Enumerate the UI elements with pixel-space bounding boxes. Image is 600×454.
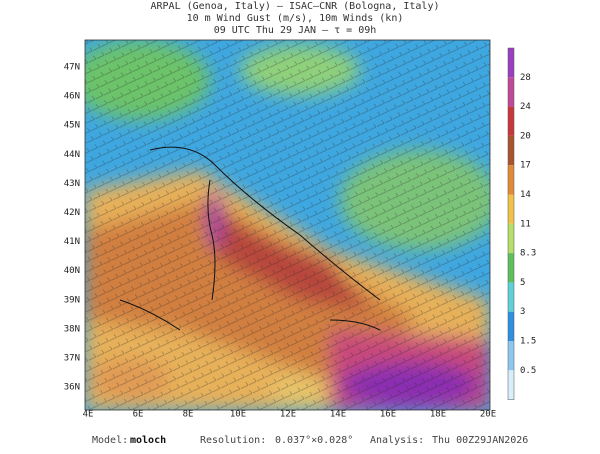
- colorbar-tick-label: 24: [520, 102, 531, 112]
- lat-label: 43N: [64, 179, 80, 189]
- colorbar-tick-label: 11: [520, 219, 531, 229]
- lon-label: 14E: [330, 410, 346, 420]
- lat-label: 39N: [64, 295, 80, 305]
- colorbar-tick-label: 3: [520, 307, 525, 317]
- colorbar-tick-label: 17: [520, 161, 531, 171]
- colorbar-segment: [508, 223, 514, 254]
- colorbar: 28 24 20 17 14 11 8.3 5 3 1.5 0.5: [507, 47, 536, 400]
- colorbar-segment: [508, 253, 514, 283]
- header: ARPAL (Genoa, Italy) – ISAC–CNR (Bologna…: [151, 1, 440, 36]
- lat-label: 45N: [64, 121, 80, 131]
- map-frame: [84, 39, 491, 411]
- lon-label: 8E: [183, 410, 194, 420]
- lon-label: 20E: [480, 410, 496, 420]
- lat-labels: 47N 46N 45N 44N 43N 42N 41N 40N 39N 38N 37N 36N: [64, 63, 80, 393]
- header-line: 09 UTC Thu 29 JAN – τ = 09h: [214, 25, 377, 36]
- colorbar-segment: [508, 77, 514, 107]
- colorbar-segment: [508, 48, 514, 78]
- lon-label: 6E: [133, 410, 144, 420]
- footer-label: Analysis:: [370, 435, 424, 446]
- lat-label: 46N: [64, 92, 80, 102]
- colorbar-tick-label: 1.5: [520, 337, 536, 347]
- header-line: 10 m Wind Gust (m/s), 10m Winds (kn): [187, 13, 404, 24]
- colorbar-frame: [507, 47, 515, 400]
- lon-label: 10E: [230, 410, 246, 420]
- footer-value: 0.037°×0.028°: [275, 435, 353, 446]
- footer-label: Model:: [92, 435, 128, 446]
- lon-label: 18E: [430, 410, 446, 420]
- footer-value: moloch: [130, 435, 166, 446]
- colorbar-tick-label: 28: [520, 73, 531, 83]
- lat-label: 38N: [64, 324, 80, 334]
- colorbar-tick-label: 20: [520, 131, 531, 141]
- lat-label: 37N: [64, 354, 80, 364]
- footer-value: Thu 00Z29JAN2026: [432, 435, 528, 446]
- lat-label: 40N: [64, 266, 80, 276]
- colorbar-segment: [508, 106, 514, 136]
- footer-label: Resolution:: [200, 435, 266, 446]
- lat-label: 42N: [64, 208, 80, 218]
- colorbar-segment: [508, 282, 514, 312]
- lon-label: 4E: [83, 410, 94, 420]
- colorbar-tick-label: 8.3: [520, 249, 536, 259]
- lat-label: 41N: [64, 237, 80, 247]
- footer: Model: moloch Resolution: 0.037°×0.028° …: [92, 435, 528, 446]
- colorbar-segment: [508, 165, 514, 195]
- lon-label: 12E: [280, 410, 296, 420]
- colorbar-segment: [508, 311, 514, 341]
- header-line: ARPAL (Genoa, Italy) – ISAC–CNR (Bologna…: [151, 1, 440, 12]
- colorbar-tick-label: 5: [520, 278, 525, 288]
- map-field: [85, 40, 490, 410]
- lat-label: 47N: [64, 63, 80, 73]
- lat-label: 44N: [64, 150, 80, 160]
- lon-labels: 4E 6E 8E 10E 12E 14E 16E 18E 20E: [83, 410, 497, 420]
- colorbar-segment: [508, 194, 514, 224]
- colorbar-tick-label: 14: [520, 190, 531, 200]
- colorbar-tick-label: 0.5: [520, 366, 536, 376]
- lat-label: 36N: [64, 383, 80, 393]
- colorbar-segment: [508, 341, 514, 371]
- colorbar-segment: [508, 135, 514, 166]
- lon-label: 16E: [380, 410, 396, 420]
- colorbar-segment: [508, 370, 514, 400]
